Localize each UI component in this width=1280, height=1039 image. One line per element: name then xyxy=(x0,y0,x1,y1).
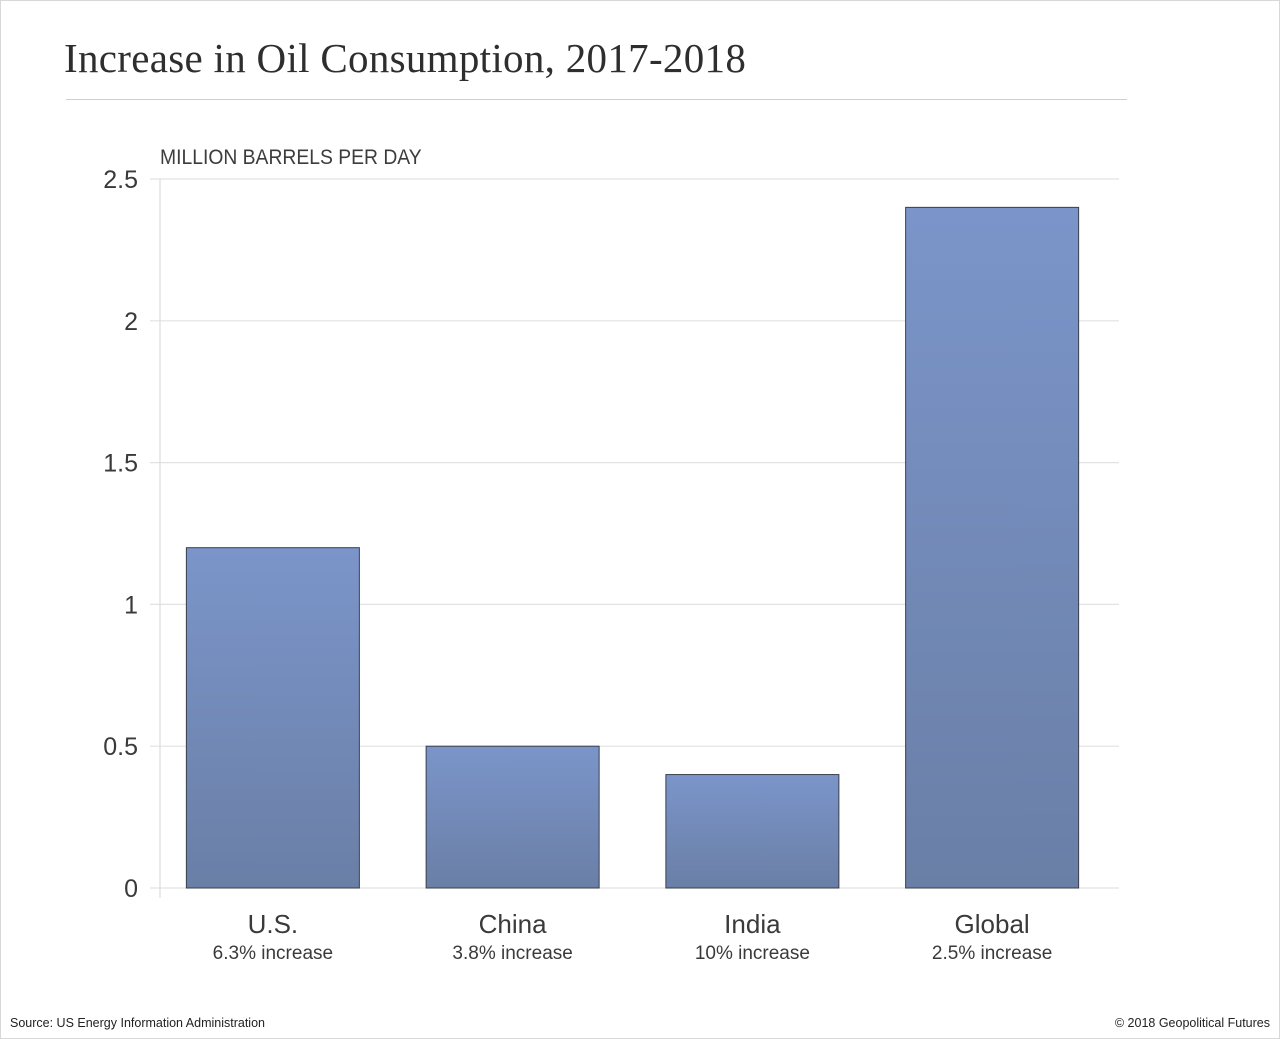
x-category-label: U.S. xyxy=(248,909,299,939)
x-category-note: 6.3% increase xyxy=(213,943,333,964)
x-category-label: China xyxy=(479,909,547,939)
y-axis-unit-label: MILLION BARRELS PER DAY xyxy=(160,146,422,169)
source-note: Source: US Energy Information Administra… xyxy=(10,1016,265,1030)
x-category-label: India xyxy=(724,909,781,939)
bar-china xyxy=(425,745,600,889)
x-category-note: 3.8% increase xyxy=(452,943,572,964)
bars xyxy=(185,206,1080,889)
bar-india xyxy=(665,774,840,889)
y-tick-label: 2.5 xyxy=(103,166,138,194)
y-tick-label: 1.5 xyxy=(103,450,138,478)
title-divider xyxy=(66,99,1127,100)
bar-global xyxy=(905,206,1080,889)
bar-us xyxy=(185,547,360,889)
y-tick-label: 0.5 xyxy=(103,733,138,761)
copyright-note: © 2018 Geopolitical Futures xyxy=(1114,1016,1270,1030)
x-category-label: Global xyxy=(955,909,1030,939)
y-tick-label: 2 xyxy=(124,308,138,336)
x-category-note: 2.5% increase xyxy=(932,943,1052,964)
x-category-note: 10% increase xyxy=(695,943,810,964)
y-axis: 0 0.5 1 1.5 2 2.5 xyxy=(103,166,161,903)
y-tick-label: 0 xyxy=(124,875,138,903)
y-tick-label: 1 xyxy=(124,591,138,619)
category-labels: U.S. 6.3% increase China 3.8% increase India… xyxy=(213,909,1053,964)
chart-title: Increase in Oil Consumption, 2017-2018 xyxy=(64,35,747,81)
